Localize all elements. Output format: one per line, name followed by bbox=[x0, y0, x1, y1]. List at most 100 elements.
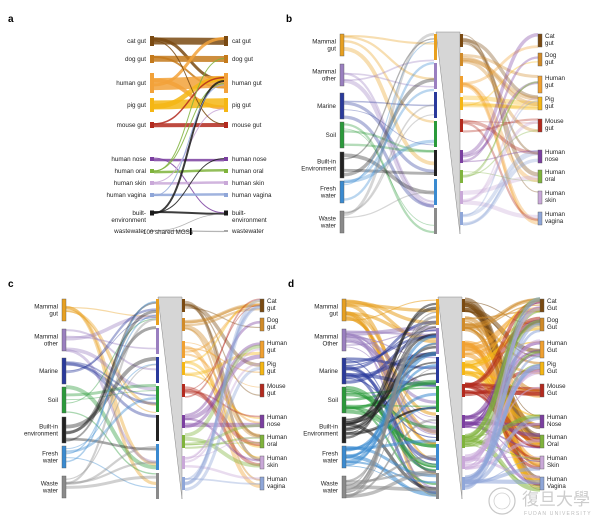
panel-d-right-label: Cat Gut bbox=[547, 298, 557, 312]
panel-c-middle-bar-left bbox=[156, 357, 159, 383]
panel-a-left-label: human oral bbox=[114, 168, 146, 175]
panel-c-flow-left bbox=[65, 335, 157, 350]
panel-a-left-bar bbox=[150, 122, 154, 128]
panel-c-right-label: Human nose bbox=[267, 414, 288, 428]
panel-b-flow-left bbox=[343, 38, 435, 160]
panel-d-left-bar bbox=[341, 386, 347, 414]
panel-c-right-label: Human vagina bbox=[267, 476, 288, 490]
panel-c-flow-right bbox=[184, 324, 261, 439]
panel-b-flow-left bbox=[343, 191, 435, 219]
panel-b-flow-left bbox=[343, 139, 435, 184]
panel-b-middle-bar-left bbox=[434, 63, 437, 89]
panel-b-flow-left bbox=[343, 143, 435, 153]
panel-b-middle-bar-left bbox=[434, 150, 437, 176]
panel-a-flow bbox=[153, 169, 225, 174]
panel-c-middle-bar-right bbox=[182, 318, 185, 331]
panel-a-right-bar bbox=[224, 157, 228, 161]
panel-d-flow-left bbox=[345, 333, 437, 430]
panel-a-right-bar bbox=[224, 122, 228, 128]
panel-c-flow-left bbox=[65, 363, 157, 450]
panel-b-middle-bar-right bbox=[460, 53, 463, 66]
panel-d-left-label: Soil bbox=[328, 397, 338, 404]
panel-a-left-bar bbox=[150, 169, 154, 173]
panel-d-flow-left bbox=[345, 471, 437, 498]
panel-b-flow-left bbox=[343, 40, 435, 186]
panel-d-right-label: Human Oral bbox=[547, 434, 568, 448]
panel-c-flow-right bbox=[184, 298, 261, 398]
panel-c-middle-triangle bbox=[157, 296, 183, 500]
panel-b-middle-bar-right bbox=[460, 170, 463, 183]
panel-c-middle-bar-right bbox=[182, 299, 185, 312]
panel-b-right-bar bbox=[537, 211, 543, 226]
panel-d-flow-left bbox=[345, 418, 437, 495]
panel-c-flow-right bbox=[184, 362, 261, 463]
panel-c-flow-right bbox=[184, 478, 261, 485]
panel-a-right-label: human gut bbox=[232, 80, 262, 87]
panel-c-right-label: Cat gut bbox=[267, 298, 277, 312]
panel-d-right-bar bbox=[539, 476, 545, 491]
panel-d-flow-right bbox=[464, 422, 541, 466]
panel-d-middle-bar-right bbox=[462, 299, 465, 312]
panel-c-flow-left bbox=[65, 314, 157, 341]
panel-b-flows bbox=[343, 32, 539, 234]
panel-c-right-label: Mouse gut bbox=[267, 383, 286, 397]
panel-c-flow-left bbox=[65, 326, 157, 434]
panel-c-right-bar bbox=[259, 317, 265, 332]
panel-c-middle-bar-right bbox=[182, 415, 185, 428]
panel-c-flow-left bbox=[65, 309, 157, 406]
panel-a-left-label: wastewater bbox=[113, 228, 146, 235]
panel-b-flow-left bbox=[343, 47, 435, 166]
panel-d-middle-bar-left bbox=[436, 299, 439, 325]
panel-c-flow-right bbox=[184, 305, 261, 481]
panel-b-flow-left bbox=[343, 123, 435, 234]
panel-d-right-label: Pig Gut bbox=[547, 361, 557, 375]
panel-a-flow bbox=[153, 210, 225, 215]
panel-a-flow bbox=[153, 158, 225, 214]
panel-c-flow-left bbox=[65, 356, 157, 429]
panel-b-middle-bar-left bbox=[434, 121, 437, 147]
panel-b-left-bar bbox=[339, 210, 345, 234]
panel-b-flow-right bbox=[462, 82, 539, 183]
panel-b-flow-right bbox=[462, 83, 539, 223]
panel-b-flow-right bbox=[462, 59, 539, 133]
panel-a-right-bar bbox=[224, 73, 228, 93]
panel-c-left-label: Marine bbox=[39, 368, 58, 375]
panel-b-left-bar bbox=[339, 180, 345, 204]
panel-d-left-label: Mammal Other bbox=[314, 334, 338, 348]
panel-d-middle-bar-right bbox=[462, 318, 465, 331]
panel-d-flow-right bbox=[464, 414, 541, 448]
panel-c-flow-left bbox=[65, 384, 157, 397]
panel-a-scale-label: 100 shared MGSs bbox=[143, 229, 193, 236]
panel-c-flow-right bbox=[184, 303, 261, 324]
panel-c-middle-bar-left bbox=[156, 328, 159, 354]
panel-b-flow-right bbox=[462, 158, 539, 226]
panel-d-flow-left bbox=[345, 368, 437, 493]
panel-a-left-label: cat gut bbox=[127, 38, 146, 45]
panel-c-right-bar bbox=[259, 361, 265, 376]
panel-b-flow-right bbox=[462, 34, 539, 193]
panel-c-middle-bar-left bbox=[156, 386, 159, 412]
panel-c-flow-right bbox=[184, 351, 261, 376]
panel-b-left-label: Soil bbox=[326, 132, 336, 139]
panel-c-right-label: Dog gut bbox=[267, 317, 279, 331]
panel-b-middle-bar-left bbox=[434, 179, 437, 205]
panel-c-right-bar bbox=[259, 476, 265, 491]
panel-b-flow-right bbox=[462, 97, 539, 203]
panel-d-flow-left bbox=[345, 455, 437, 486]
panel-c-flow-left bbox=[65, 347, 157, 391]
panel-b-left-bar bbox=[339, 92, 345, 120]
panel-c-middle-bar-right bbox=[182, 341, 185, 358]
panel-b-left-label: Marine bbox=[317, 103, 336, 110]
panel-b-flow-right bbox=[462, 37, 539, 177]
panel-a-left-bar bbox=[150, 55, 154, 63]
panel-c-flow-right bbox=[184, 342, 261, 429]
panel-c-left-bar bbox=[61, 386, 67, 414]
panel-c-flow-right bbox=[184, 442, 261, 446]
panel-c-flow-right bbox=[184, 353, 261, 424]
panel-c-left-bar bbox=[61, 298, 67, 322]
panel-a-right-bar bbox=[224, 36, 228, 46]
panel-c-flow-right bbox=[184, 360, 261, 448]
panel-d-right-bar bbox=[539, 340, 545, 359]
panel-c-left-label: Fresh water bbox=[42, 451, 59, 465]
panel-a-left-label: built-environment bbox=[111, 210, 146, 224]
